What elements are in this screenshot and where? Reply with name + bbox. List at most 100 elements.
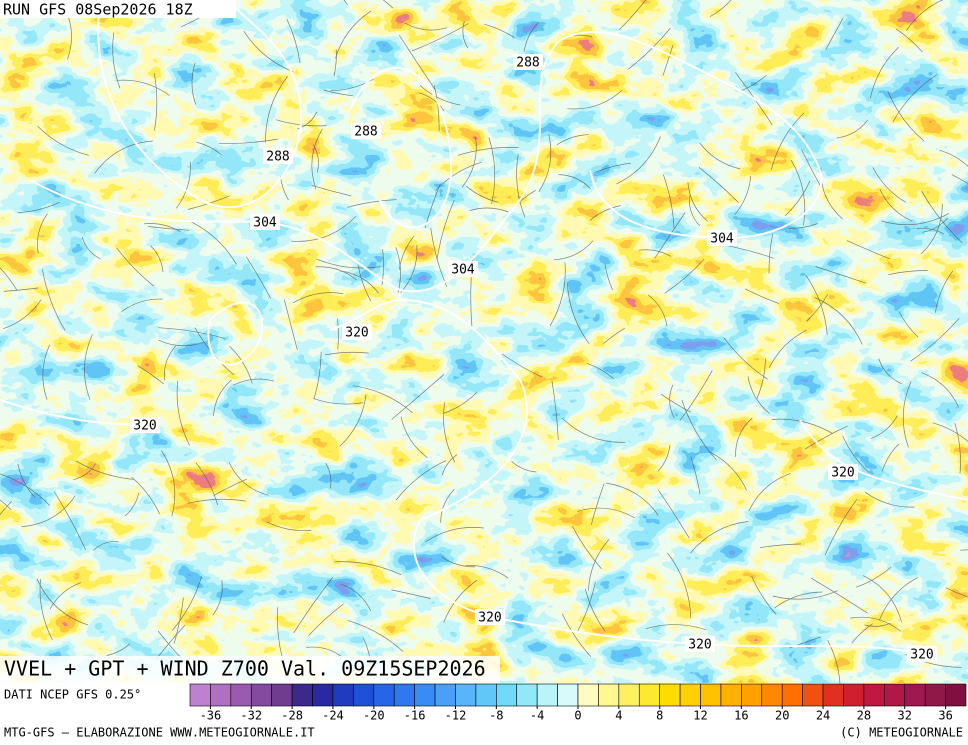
streamline <box>347 620 404 652</box>
streamline <box>443 401 456 463</box>
streamline <box>308 603 344 636</box>
streamline <box>667 552 692 619</box>
streamline <box>187 498 246 504</box>
contour-label-box <box>513 54 543 70</box>
streamline <box>137 365 164 385</box>
streamline <box>218 138 278 144</box>
streamline <box>399 35 437 91</box>
streamline <box>161 450 176 517</box>
colorbar-tick-label: -24 <box>322 709 344 723</box>
streamline <box>339 270 379 294</box>
streamline <box>391 374 445 420</box>
streamline <box>660 393 691 413</box>
streamline <box>588 538 610 591</box>
colorbar-swatch <box>822 683 844 707</box>
streamline <box>902 381 912 448</box>
streamline <box>191 62 197 105</box>
streamline <box>323 89 354 97</box>
colorbar-tick-label: -32 <box>240 709 262 723</box>
streamline <box>3 287 39 292</box>
streamline <box>836 119 868 139</box>
colorbar-swatch <box>373 683 395 707</box>
colorbar-swatch <box>618 683 640 707</box>
streamline <box>932 422 968 442</box>
streamline <box>586 363 614 379</box>
streamline <box>669 384 675 419</box>
footer-copyright: (C) METEOGIORNALE <box>840 726 963 740</box>
contour-label: 320 <box>478 611 501 626</box>
streamline <box>855 566 892 588</box>
colorbar-swatch <box>230 683 252 707</box>
contour-label: 320 <box>910 648 933 663</box>
streamline <box>881 443 900 472</box>
streamline <box>596 162 631 173</box>
streamline <box>662 45 674 76</box>
colorbar-swatch <box>271 683 293 707</box>
streamline <box>325 463 332 489</box>
streamline <box>572 526 602 570</box>
colorbar-tick-label: 24 <box>816 709 830 723</box>
colorbar-swatch <box>598 683 620 707</box>
streamline <box>687 182 708 222</box>
streamline <box>768 233 774 274</box>
streamline <box>922 217 948 233</box>
colorbar-swatch <box>210 683 232 707</box>
streamline <box>516 153 526 218</box>
streamline <box>411 23 469 52</box>
streamline <box>290 215 357 242</box>
streamline <box>960 549 968 551</box>
streamline <box>801 149 821 187</box>
streamline <box>131 476 161 515</box>
colorbar-swatch <box>250 683 272 707</box>
contour-label: 288 <box>516 56 539 71</box>
streamline <box>3 299 42 330</box>
vertical-velocity-field <box>0 0 968 683</box>
streamline <box>228 462 269 496</box>
colorbar-swatch <box>577 683 599 707</box>
streamline <box>313 398 364 405</box>
streamline <box>690 456 701 495</box>
streamline <box>748 472 791 511</box>
streamline <box>747 376 770 414</box>
streamline <box>734 175 752 216</box>
streamline <box>265 76 288 143</box>
streamline <box>316 258 381 269</box>
streamline <box>93 541 119 551</box>
colorbar-swatch <box>924 683 946 707</box>
streamline <box>538 134 552 192</box>
streamline <box>788 223 819 229</box>
streamline <box>158 327 226 339</box>
colorbar-swatch <box>393 683 415 707</box>
streamline <box>553 240 594 261</box>
colorbar-swatch <box>802 683 824 707</box>
colorbar-tick-label: 8 <box>656 709 663 723</box>
streamline <box>73 463 96 481</box>
streamline <box>709 0 732 18</box>
streamline <box>283 299 298 351</box>
streamline <box>895 28 923 53</box>
streamline <box>441 454 458 476</box>
contour-label-box <box>351 123 381 139</box>
streamline <box>549 262 566 326</box>
streamline <box>297 111 318 130</box>
contour-label-box <box>828 464 858 480</box>
streamline <box>196 141 223 156</box>
contour-label-box <box>707 230 737 246</box>
streamline <box>312 144 319 173</box>
streamline <box>243 31 294 73</box>
colorbar-swatch <box>904 683 926 707</box>
colorbar-tick-label: -16 <box>404 709 426 723</box>
colorbar: -36 -32 -28 -24 -20 -16 -12 -8 -4 0 4 8 12 16 20 24 28 32… <box>189 683 967 723</box>
colorbar-swatch <box>332 683 354 707</box>
streamline <box>116 79 170 96</box>
contour-label: 320 <box>688 638 711 653</box>
colorbar-swatch <box>659 683 681 707</box>
streamline <box>770 112 805 170</box>
colorbar-swatch <box>884 683 906 707</box>
streamline <box>116 247 155 287</box>
streamline <box>176 161 191 209</box>
contour-label-box <box>342 324 372 340</box>
contour-label-box <box>250 214 280 230</box>
streamline <box>784 180 811 217</box>
streamline <box>934 270 954 313</box>
